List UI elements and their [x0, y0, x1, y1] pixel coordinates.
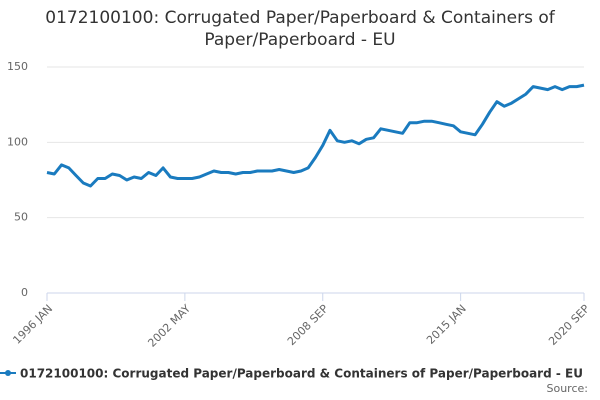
x-tick-label: 2015 JAN [424, 302, 469, 347]
chart-title: 0172100100: Corrugated Paper/Paperboard … [45, 8, 555, 50]
x-tick-label: 2020 SEP [546, 302, 592, 348]
data-line [46, 83, 585, 188]
y-tick-label: 0 [21, 286, 28, 299]
legend-label: 0172100100: Corrugated Paper/Paperboard … [20, 367, 583, 381]
x-tick-label: 2008 SEP [285, 302, 331, 348]
x-tick-label: 2002 MAY [145, 302, 193, 350]
legend-item: 0172100100: Corrugated Paper/Paperboard … [0, 367, 583, 381]
y-tick-label: 100 [7, 135, 28, 148]
legend-marker [5, 370, 11, 376]
x-tick-label: 1996 JAN [10, 302, 55, 347]
y-tick-label: 150 [7, 60, 28, 73]
source: Source: [547, 382, 589, 395]
y-tick-label: 50 [14, 211, 28, 224]
